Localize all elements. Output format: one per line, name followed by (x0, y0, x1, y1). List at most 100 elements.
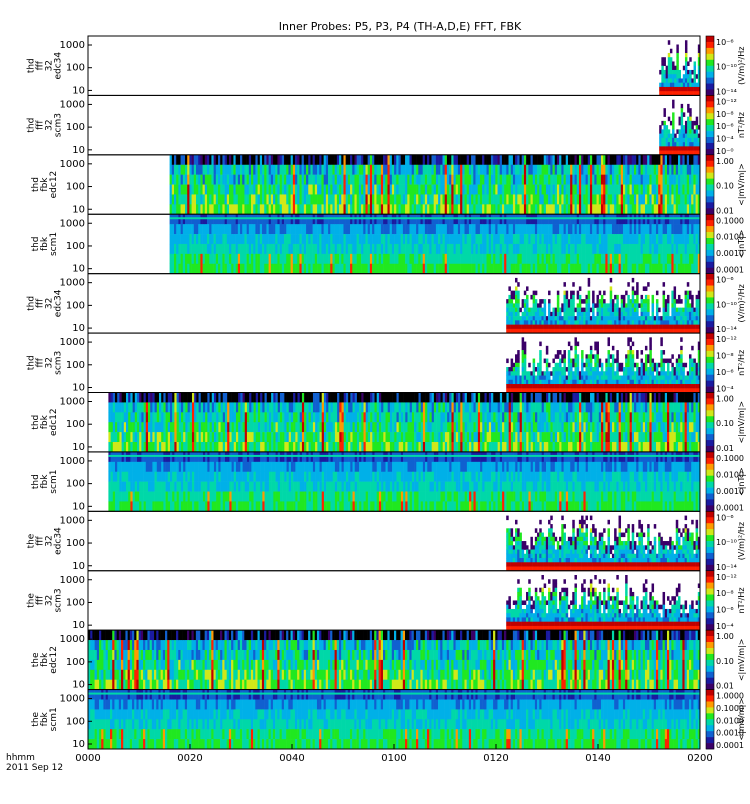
spectrogram-cell (533, 291, 536, 296)
spectrogram-cell (680, 354, 683, 359)
spectrogram-cell (146, 393, 149, 403)
spectrogram-cell (681, 87, 683, 92)
spectrogram-cell (590, 254, 593, 264)
spectrogram-cell (181, 194, 184, 204)
spectrogram-cell (343, 254, 346, 264)
spectrogram-cell (117, 422, 120, 432)
spectrogram-cell (181, 204, 184, 214)
spectrogram-cell (447, 214, 450, 224)
spectrogram-cell (533, 312, 536, 317)
spectrogram-cell (632, 325, 635, 330)
spectrogram-cell (581, 316, 584, 321)
spectrogram-cell (533, 363, 536, 368)
spectrogram-cell (522, 175, 525, 185)
spectrogram-cell (269, 194, 272, 204)
spectrogram-cell (542, 254, 545, 264)
spectrogram-cell (522, 376, 525, 381)
spectrogram-cell (634, 155, 637, 165)
spectrogram-cell (546, 384, 549, 389)
spectrogram-cell (522, 367, 525, 372)
spectrogram-cell (638, 264, 641, 274)
colorbar-tick-label: 0.01 (716, 206, 734, 215)
spectrogram-cell (387, 165, 390, 175)
spectrogram-cell (209, 214, 212, 224)
spectrogram-cell (557, 194, 560, 204)
spectrogram-cell (414, 155, 417, 165)
spectrogram-cell (636, 308, 639, 313)
spectrogram-cell (432, 185, 435, 195)
spectrogram-cell (597, 244, 600, 254)
spectrogram-cell (465, 194, 468, 204)
spectrogram-cell (663, 142, 665, 147)
spectrogram-cell (663, 254, 666, 264)
spectrogram-cell (297, 234, 300, 244)
spectrogram-cell (682, 316, 685, 321)
spectrogram-cell (416, 224, 419, 234)
spectrogram-cell (291, 175, 294, 185)
spectrogram-cell (676, 142, 678, 147)
spectrogram-cell (460, 194, 463, 204)
spectrogram-cell (632, 380, 635, 385)
spectrogram-cell (524, 299, 527, 304)
spectrogram-cell (247, 185, 250, 195)
spectrogram-cell (332, 155, 335, 165)
spectrogram-cell (685, 57, 687, 62)
spectrogram-cell (220, 254, 223, 264)
spectrogram-cell (407, 185, 410, 195)
spectrogram-cell (614, 254, 617, 264)
spectrogram-cell (288, 214, 291, 224)
spectrogram-cell (630, 312, 633, 317)
spectrogram-cell (689, 354, 692, 359)
spectrogram-cell (537, 155, 540, 165)
spectrogram-cell (198, 204, 201, 214)
spectrogram-cell (392, 244, 395, 254)
spectrogram-cell (313, 175, 316, 185)
spectrogram-cell (614, 194, 617, 204)
spectrogram-cell (564, 234, 567, 244)
spectrogram-cell (585, 320, 588, 325)
spectrogram-cell (348, 224, 351, 234)
spectrogram-cell (266, 264, 269, 274)
spectrogram-cell (117, 432, 120, 442)
spectrogram-cell (616, 295, 619, 300)
spectrogram-cell (647, 359, 650, 364)
spectrogram-cell (689, 185, 692, 195)
spectrogram-cell (244, 175, 247, 185)
spectrogram-cell (671, 224, 674, 234)
spectrogram-cell (586, 165, 589, 175)
spectrogram-cell (592, 312, 595, 317)
spectrogram-cell (608, 367, 611, 372)
spectrogram-cell (641, 264, 644, 274)
spectrogram-cell (326, 175, 329, 185)
spectrogram-cell (449, 204, 452, 214)
spectrogram-cell (599, 234, 602, 244)
spectrogram-cell (425, 194, 428, 204)
spectrogram-cell (588, 194, 591, 204)
spectrogram-cell (555, 367, 558, 372)
spectrogram-cell (271, 204, 274, 214)
spectrogram-cell (592, 291, 595, 296)
spectrogram-cell (694, 134, 696, 139)
spectrogram-cell (310, 244, 313, 254)
spectrogram-cell (665, 303, 668, 308)
spectrogram-cell (526, 234, 529, 244)
spectrogram-cell (645, 303, 648, 308)
colorbar-units: (V/m)²/Hz (737, 284, 746, 322)
spectrogram-cell (601, 325, 604, 330)
spectrogram-cell (403, 185, 406, 195)
spectrogram-cell (198, 165, 201, 175)
spectrogram-cell (605, 165, 608, 175)
spectrogram-cell (636, 320, 639, 325)
spectrogram-cell (533, 234, 536, 244)
spectrogram-cell (326, 155, 329, 165)
spectrogram-cell (346, 155, 349, 165)
spectrogram-cell (416, 204, 419, 214)
spectrogram-cell (658, 325, 661, 330)
spectrogram-cell (528, 384, 531, 389)
spectrogram-cell (438, 214, 441, 224)
spectrogram-cell (330, 175, 333, 185)
spectrogram-cell (365, 224, 368, 234)
spectrogram-cell (608, 165, 611, 175)
spectrogram-cell (170, 165, 173, 175)
spectrogram-cell (467, 224, 470, 234)
